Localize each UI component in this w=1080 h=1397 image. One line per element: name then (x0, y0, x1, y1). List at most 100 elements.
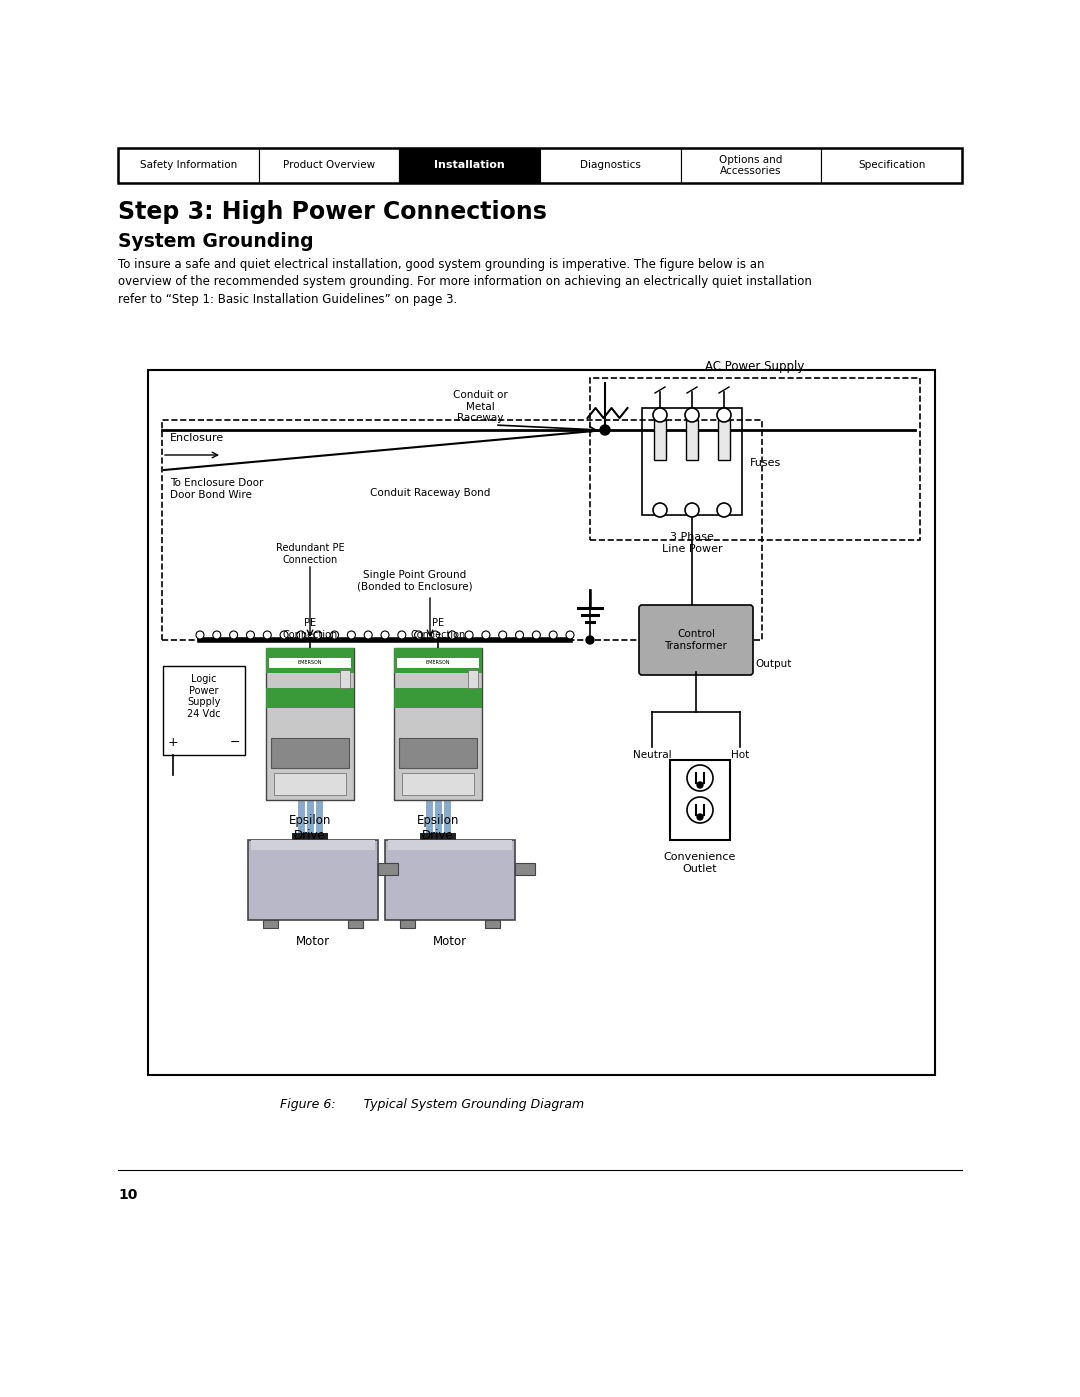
Text: Redundant PE
Connection: Redundant PE Connection (275, 543, 345, 564)
Bar (384, 840, 515, 921)
Circle shape (717, 503, 731, 517)
Bar (402, 773, 474, 795)
Circle shape (264, 631, 271, 638)
Text: AC Power Supply: AC Power Supply (705, 360, 805, 373)
Bar (163, 666, 245, 754)
Bar (266, 648, 354, 673)
Bar (515, 863, 535, 875)
Circle shape (465, 631, 473, 638)
Text: Neutral: Neutral (633, 750, 672, 760)
Text: Specification: Specification (858, 161, 926, 170)
Bar (420, 833, 456, 845)
Text: Control
Transformer: Control Transformer (664, 629, 728, 651)
Circle shape (397, 631, 406, 638)
Text: Diagnostics: Diagnostics (580, 161, 640, 170)
Text: Motor: Motor (296, 935, 330, 949)
Text: System Grounding: System Grounding (118, 232, 313, 251)
Text: Conduit or
Metal
Raceway: Conduit or Metal Raceway (453, 390, 508, 423)
Circle shape (415, 631, 422, 638)
Text: To insure a safe and quiet electrical installation, good system grounding is imp: To insure a safe and quiet electrical in… (118, 258, 812, 306)
Text: Figure 6:       Typical System Grounding Diagram: Figure 6: Typical System Grounding Diagr… (280, 1098, 584, 1111)
Circle shape (280, 631, 288, 638)
Text: PE
Connection: PE Connection (410, 617, 465, 640)
Bar (388, 840, 512, 849)
Text: EMERSON: EMERSON (426, 661, 450, 665)
Circle shape (687, 766, 713, 791)
Circle shape (448, 631, 456, 638)
Bar (399, 738, 477, 768)
Circle shape (550, 631, 557, 638)
Circle shape (697, 782, 703, 788)
Text: Hot: Hot (731, 750, 750, 760)
Circle shape (482, 631, 490, 638)
Bar (248, 840, 378, 921)
Bar (400, 148, 540, 183)
Bar (686, 420, 698, 460)
Text: Epsilon
Drive: Epsilon Drive (417, 814, 459, 842)
Bar (378, 863, 399, 875)
Bar (340, 671, 350, 687)
Bar (397, 658, 480, 668)
Circle shape (431, 631, 440, 638)
Circle shape (348, 631, 355, 638)
Bar (251, 840, 375, 849)
Bar (485, 921, 500, 928)
FancyBboxPatch shape (639, 605, 753, 675)
Bar (680, 148, 821, 183)
Bar (590, 379, 920, 541)
Text: 3 Phase
Line Power: 3 Phase Line Power (662, 532, 723, 553)
Text: Options and
Accessories: Options and Accessories (719, 155, 783, 176)
Circle shape (685, 503, 699, 517)
Circle shape (685, 408, 699, 422)
Bar (269, 658, 351, 668)
Text: EMERSON: EMERSON (298, 661, 322, 665)
Bar (670, 760, 730, 840)
Text: Installation: Installation (434, 161, 505, 170)
Bar (394, 648, 482, 673)
Bar (394, 648, 482, 800)
Circle shape (586, 636, 594, 644)
Text: Safety Information: Safety Information (139, 161, 237, 170)
Text: +: + (167, 736, 178, 749)
Text: To Enclosure Door
Door Bond Wire: To Enclosure Door Door Bond Wire (170, 478, 264, 500)
Bar (540, 148, 680, 183)
Circle shape (653, 408, 667, 422)
Bar (642, 408, 742, 515)
Bar (394, 687, 482, 708)
Circle shape (246, 631, 255, 638)
Circle shape (381, 631, 389, 638)
Circle shape (213, 631, 220, 638)
Circle shape (532, 631, 540, 638)
Text: Logic
Power
Supply
24 Vdc: Logic Power Supply 24 Vdc (187, 673, 220, 719)
Text: Convenience
Outlet: Convenience Outlet (664, 852, 737, 873)
Circle shape (515, 631, 524, 638)
Bar (264, 921, 278, 928)
Bar (266, 687, 354, 708)
Text: Epsilon
Drive: Epsilon Drive (288, 814, 332, 842)
Text: Fuses: Fuses (750, 458, 781, 468)
Bar (400, 921, 415, 928)
Circle shape (697, 814, 703, 820)
Text: Conduit Raceway Bond: Conduit Raceway Bond (369, 488, 490, 497)
Circle shape (297, 631, 305, 638)
Bar (654, 420, 666, 460)
Text: Enclosure: Enclosure (170, 433, 225, 443)
Bar (266, 648, 354, 800)
Text: Product Overview: Product Overview (283, 161, 375, 170)
Circle shape (687, 798, 713, 823)
Bar (348, 921, 363, 928)
Text: Motor: Motor (433, 935, 467, 949)
Bar (162, 420, 762, 640)
Circle shape (230, 631, 238, 638)
Text: 10: 10 (118, 1187, 137, 1201)
Circle shape (313, 631, 322, 638)
Circle shape (499, 631, 507, 638)
Bar (468, 671, 478, 687)
Bar (118, 148, 259, 183)
Bar (821, 148, 962, 183)
Bar (148, 370, 935, 1076)
Text: Single Point Ground
(Bonded to Enclosure): Single Point Ground (Bonded to Enclosure… (357, 570, 473, 591)
Circle shape (330, 631, 338, 638)
Bar (271, 738, 349, 768)
Circle shape (566, 631, 573, 638)
